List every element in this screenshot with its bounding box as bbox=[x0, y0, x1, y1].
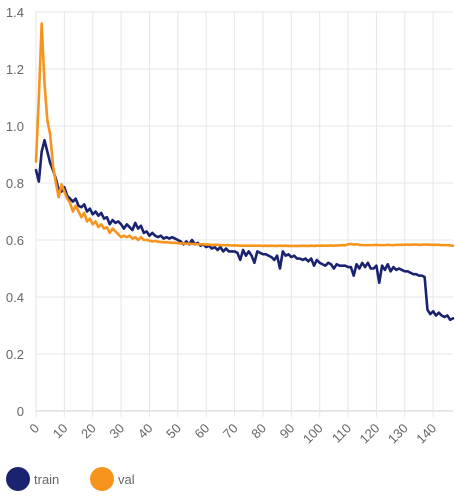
series-line-train bbox=[34, 138, 455, 322]
legend-marker bbox=[6, 467, 30, 491]
x-tick-label: 60 bbox=[191, 421, 212, 442]
y-tick-label: 0.8 bbox=[6, 176, 24, 191]
x-tick-label: 140 bbox=[413, 421, 439, 447]
legend-label: val bbox=[118, 472, 135, 487]
x-tick-label: 90 bbox=[277, 421, 298, 442]
legend-item-train[interactable]: train bbox=[6, 467, 59, 491]
y-tick-label: 0.6 bbox=[6, 233, 24, 248]
x-tick-label: 120 bbox=[357, 421, 383, 447]
y-tick-label: 1.4 bbox=[6, 5, 24, 20]
x-tick-label: 20 bbox=[78, 421, 99, 442]
x-tick-label: 0 bbox=[26, 421, 42, 437]
legend[interactable]: train val bbox=[6, 467, 135, 491]
x-tick-label: 50 bbox=[163, 421, 184, 442]
series-lines bbox=[34, 22, 455, 322]
y-tick-label: 1.0 bbox=[6, 119, 24, 134]
grid bbox=[35, 11, 453, 417]
legend-item-val[interactable]: val bbox=[90, 467, 135, 491]
x-tick-label: 10 bbox=[50, 421, 71, 442]
y-tick-label: 1.2 bbox=[6, 62, 24, 77]
y-axis: 0 0.2 0.4 0.6 0.8 1.0 1.2 1.4 bbox=[6, 5, 24, 419]
y-tick-label: 0.4 bbox=[6, 290, 24, 305]
y-tick-label: 0 bbox=[17, 404, 24, 419]
x-tick-label: 110 bbox=[329, 421, 354, 446]
x-tick-label: 30 bbox=[106, 421, 127, 442]
legend-marker bbox=[90, 467, 114, 491]
legend-label: train bbox=[34, 472, 59, 487]
series-line-val bbox=[34, 22, 455, 248]
x-tick-label: 130 bbox=[385, 421, 411, 447]
x-tick-label: 80 bbox=[248, 421, 269, 442]
x-tick-label: 100 bbox=[300, 421, 326, 447]
y-tick-label: 0.2 bbox=[6, 347, 24, 362]
x-axis: 0 10 20 30 40 50 60 70 80 90 100 110 120 130 140 bbox=[26, 421, 439, 447]
x-tick-label: 70 bbox=[220, 421, 241, 442]
x-tick-label: 40 bbox=[135, 421, 156, 442]
